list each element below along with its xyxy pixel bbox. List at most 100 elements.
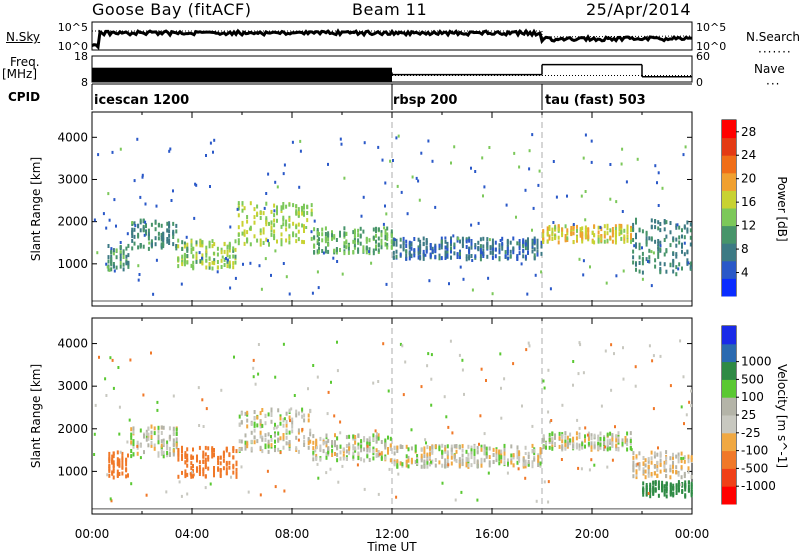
echo-mark <box>665 486 668 491</box>
echo-mark <box>465 237 468 242</box>
scatter-echo <box>599 225 602 229</box>
echo-mark <box>282 417 285 422</box>
echo-mark <box>389 436 392 441</box>
echo-mark <box>678 225 681 230</box>
echo-mark <box>232 254 235 259</box>
scatter-echo <box>152 292 155 296</box>
echo-mark <box>690 457 693 462</box>
echo-mark <box>211 244 214 249</box>
echo-mark <box>145 437 148 442</box>
echo-mark <box>606 223 609 228</box>
echo-mark <box>408 240 411 245</box>
echo-mark <box>677 459 680 464</box>
echo-mark <box>390 229 393 234</box>
power-colorbar-tick-label: 8 <box>741 242 749 256</box>
echo-mark <box>524 242 527 247</box>
echo-mark <box>232 248 235 253</box>
echo-mark <box>205 245 208 250</box>
scatter-echo <box>204 486 207 490</box>
echo-mark <box>243 241 246 246</box>
echo-mark <box>650 450 653 455</box>
scatter-echo <box>434 205 437 209</box>
echo-mark <box>434 458 437 462</box>
echo-mark <box>569 432 572 437</box>
echo-mark <box>593 233 596 238</box>
echo-mark <box>319 457 322 462</box>
echo-mark <box>459 255 461 260</box>
echo-mark <box>656 461 659 465</box>
echo-mark <box>473 456 476 461</box>
scatter-echo <box>376 432 378 436</box>
scatter-echo <box>198 251 201 255</box>
echo-mark <box>150 430 153 435</box>
echo-mark <box>506 251 509 256</box>
echo-mark <box>208 244 211 249</box>
scatter-echo <box>111 358 114 362</box>
echo-mark <box>450 451 453 456</box>
echo-mark <box>190 461 193 466</box>
scatter-echo <box>229 225 232 229</box>
echo-mark <box>327 237 330 242</box>
echo-mark <box>672 455 674 460</box>
echo-mark <box>147 228 150 233</box>
echo-mark <box>642 461 645 466</box>
echo-mark <box>168 233 171 238</box>
echo-mark <box>644 463 647 468</box>
echo-mark <box>270 443 273 448</box>
scatter-echo <box>301 427 304 431</box>
echo-mark <box>480 447 483 452</box>
echo-mark <box>347 244 350 249</box>
echo-mark <box>177 474 180 479</box>
echo-mark <box>316 249 319 254</box>
scatter-echo <box>336 369 339 373</box>
echo-mark <box>438 253 441 258</box>
echo-mark <box>527 250 529 255</box>
echo-mark <box>663 252 666 257</box>
echo-mark <box>107 259 110 264</box>
echo-mark <box>465 457 468 462</box>
echo-mark <box>285 435 288 440</box>
echo-mark <box>118 458 121 463</box>
echo-mark <box>270 209 273 214</box>
echo-mark <box>516 445 519 450</box>
scatter-echo <box>582 273 585 277</box>
echo-mark <box>322 441 325 446</box>
echo-mark <box>336 446 339 451</box>
echo-mark <box>310 236 313 241</box>
echo-mark <box>609 446 612 451</box>
echo-mark <box>325 443 328 448</box>
scatter-echo <box>555 195 558 199</box>
echo-mark <box>659 228 662 233</box>
echo-mark <box>157 425 160 430</box>
echo-mark <box>372 449 375 454</box>
echo-mark <box>689 235 692 240</box>
echo-mark <box>649 489 652 493</box>
echo-mark <box>354 448 357 453</box>
scatter-echo <box>107 192 110 196</box>
echo-mark <box>426 445 429 450</box>
echo-mark <box>650 236 653 241</box>
scatter-echo <box>142 393 145 397</box>
echo-mark <box>689 261 692 266</box>
echo-mark <box>319 436 322 441</box>
echo-mark <box>184 453 187 457</box>
scatter-echo <box>257 372 260 376</box>
echo-mark <box>489 250 492 255</box>
echo-mark <box>603 441 606 445</box>
echo-mark <box>130 454 133 459</box>
echo-mark <box>312 434 315 439</box>
scatter-echo <box>487 276 490 280</box>
scatter-echo <box>194 182 197 186</box>
echo-mark <box>108 468 111 473</box>
echo-mark <box>372 227 375 232</box>
echo-mark <box>250 430 253 435</box>
echo-mark <box>551 446 554 451</box>
scatter-echo <box>259 493 262 497</box>
scatter-echo <box>363 487 366 491</box>
echo-mark <box>232 449 235 453</box>
echo-mark <box>354 435 357 439</box>
echo-mark <box>467 452 470 457</box>
echo-mark <box>235 460 238 465</box>
echo-mark <box>384 242 387 247</box>
echo-mark <box>467 444 470 449</box>
